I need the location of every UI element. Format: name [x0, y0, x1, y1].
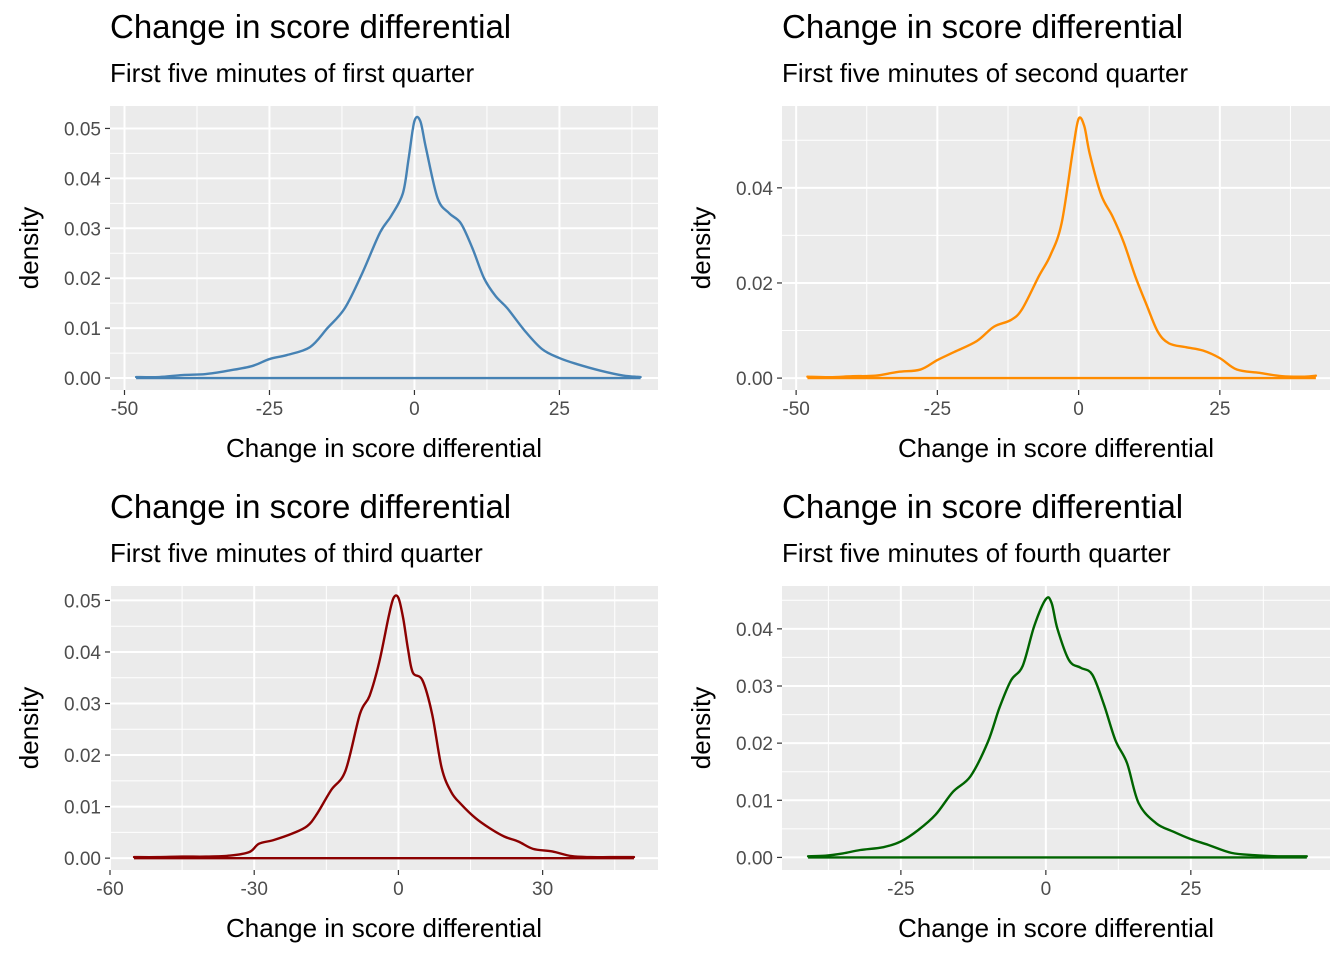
- chart-title: Change in score differential: [782, 488, 1184, 525]
- chart-subtitle: First five minutes of third quarter: [110, 538, 483, 568]
- chart-panel-q1: Change in score differential First five …: [0, 0, 672, 480]
- x-tick-label: 0: [393, 879, 404, 900]
- y-tick-label: 0.02: [736, 734, 773, 755]
- y-tick-label: 0.00: [64, 369, 101, 390]
- chart-subtitle: First five minutes of first quarter: [110, 58, 475, 88]
- y-tick-label: 0.04: [64, 169, 101, 190]
- y-axis-label: density: [686, 207, 716, 289]
- chart-subtitle: First five minutes of second quarter: [782, 58, 1189, 88]
- density-curve: [806, 596, 1308, 858]
- chart-subtitle: First five minutes of fourth quarter: [782, 538, 1171, 568]
- x-axis-label: Change in score differential: [226, 433, 542, 463]
- panel-background: [782, 106, 1330, 390]
- chart-panel-q3: Change in score differential First five …: [0, 480, 672, 960]
- x-tick-label: 0: [1041, 879, 1052, 900]
- x-tick-label: -50: [111, 399, 138, 420]
- y-tick-label: 0.02: [736, 274, 773, 295]
- x-tick-label: 30: [532, 879, 553, 900]
- chart-panel-q2: Change in score differential First five …: [672, 0, 1344, 480]
- density-plot-q1: -50 -25 0 25 0.00 0.01 0.02 0.03 0.04 0.05 Change …: [14, 106, 658, 463]
- panel-background: [110, 586, 658, 870]
- panel-background: [782, 586, 1330, 870]
- x-tick-label: 25: [549, 399, 570, 420]
- density-plot-q4: -25 0 25 0.00 0.01 0.02 0.03 0.04 Change in scor…: [686, 586, 1330, 943]
- y-tick-label: 0.03: [736, 677, 773, 698]
- density-plot-q3: -60 -30 0 30 0.00 0.01 0.02 0.03 0.04 0.05 Change …: [14, 586, 658, 943]
- x-tick-label: 25: [1209, 399, 1230, 420]
- x-axis-label: Change in score differential: [898, 913, 1214, 943]
- y-tick-label: 0.05: [64, 591, 101, 612]
- y-tick-label: 0.02: [64, 269, 101, 290]
- x-tick-label: 0: [409, 399, 420, 420]
- y-tick-label: 0.00: [736, 848, 773, 869]
- y-axis-label: density: [14, 207, 44, 289]
- density-curve: [806, 116, 1318, 379]
- x-tick-label: -30: [240, 879, 267, 900]
- x-tick-label: -25: [924, 399, 951, 420]
- x-tick-label: -25: [887, 879, 914, 900]
- y-tick-label: 0.01: [64, 798, 101, 819]
- y-tick-label: 0.03: [64, 695, 101, 716]
- x-tick-label: -25: [256, 399, 283, 420]
- x-tick-label: -50: [782, 399, 809, 420]
- y-tick-label: 0.03: [64, 219, 101, 240]
- y-tick-label: 0.04: [736, 179, 773, 200]
- y-tick-label: 0.04: [64, 643, 101, 664]
- y-tick-label: 0.05: [64, 119, 101, 140]
- y-tick-label: 0.01: [736, 791, 773, 812]
- x-tick-label: 25: [1180, 879, 1201, 900]
- panel-background: [110, 106, 658, 390]
- density-curve: [134, 115, 642, 379]
- chart-title: Change in score differential: [110, 8, 512, 45]
- x-axis-label: Change in score differential: [226, 913, 542, 943]
- density-curve: [132, 594, 636, 859]
- y-axis-label: density: [14, 687, 44, 769]
- y-axis-label: density: [686, 687, 716, 769]
- x-tick-label: -60: [96, 879, 123, 900]
- x-tick-label: 0: [1073, 399, 1084, 420]
- chart-panel-q4: Change in score differential First five …: [672, 480, 1344, 960]
- x-axis-label: Change in score differential: [898, 433, 1214, 463]
- density-plot-q2: -50 -25 0 25 0.00 0.02 0.04 Change in score dif…: [686, 106, 1330, 463]
- y-tick-label: 0.00: [64, 849, 101, 870]
- chart-title: Change in score differential: [110, 488, 512, 525]
- y-tick-label: 0.01: [64, 319, 101, 340]
- y-tick-label: 0.00: [736, 369, 773, 390]
- y-tick-label: 0.04: [736, 620, 773, 641]
- y-tick-label: 0.02: [64, 746, 101, 767]
- chart-title: Change in score differential: [782, 8, 1184, 45]
